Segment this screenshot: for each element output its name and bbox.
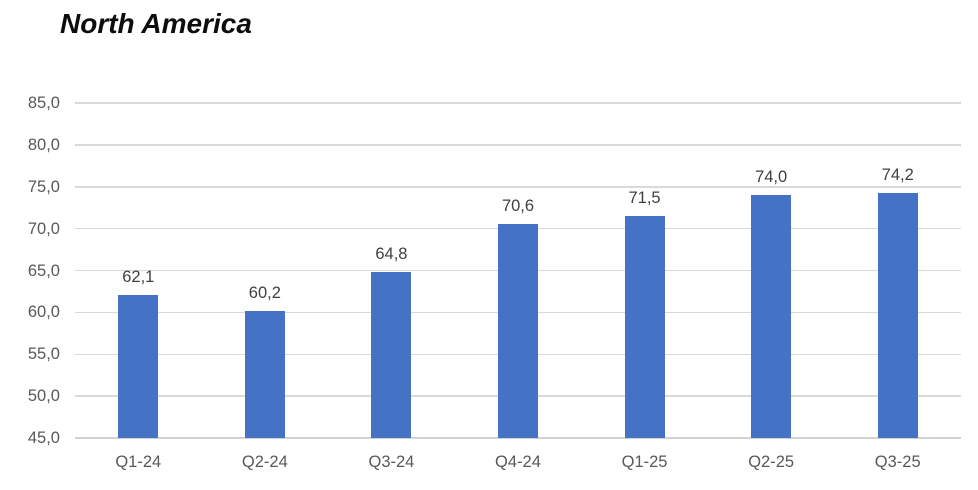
bar-value-label: 74,2 <box>881 166 914 185</box>
bar-value-label: 64,8 <box>375 245 408 264</box>
y-axis-tick-label: 85,0 <box>27 94 60 112</box>
gridline <box>75 186 961 188</box>
gridline <box>75 144 961 146</box>
y-axis-tick-label: 75,0 <box>27 177 60 196</box>
gridline <box>75 102 961 104</box>
y-axis-tick-label: 65,0 <box>27 261 60 280</box>
y-axis-tick-label: 55,0 <box>27 345 60 364</box>
bar <box>498 223 538 438</box>
bar-value-label: 62,1 <box>122 267 155 286</box>
bar-value-label: 60,2 <box>248 283 281 302</box>
y-axis-tick-label: 60,0 <box>27 303 60 322</box>
bar <box>624 216 665 438</box>
x-axis-tick-label: Q1-25 <box>621 453 668 471</box>
bar-value-label: 70,6 <box>501 196 535 215</box>
x-axis-tick-label: Q3-24 <box>368 453 415 471</box>
bar <box>751 195 792 438</box>
y-axis-tick-label: 45,0 <box>27 429 60 447</box>
y-axis-tick-label: 80,0 <box>27 135 60 154</box>
bar <box>371 272 412 438</box>
bar-value-label: 71,5 <box>628 189 661 208</box>
bar <box>877 193 918 438</box>
x-axis-line <box>75 437 961 440</box>
x-axis-tick-label: Q2-25 <box>748 453 795 471</box>
x-axis-tick-label: Q4-24 <box>495 453 541 471</box>
y-axis-tick-label: 70,0 <box>27 219 60 238</box>
x-axis-tick-label: Q3-25 <box>874 453 921 471</box>
chart-title: North America <box>60 8 252 39</box>
x-axis-tick-label: Q1-24 <box>115 453 162 471</box>
bar-value-label: 74,0 <box>755 168 788 187</box>
bar <box>244 310 285 438</box>
y-axis-tick-label: 50,0 <box>27 387 60 406</box>
x-axis-tick-label: Q2-24 <box>241 453 288 471</box>
bar <box>118 294 159 438</box>
